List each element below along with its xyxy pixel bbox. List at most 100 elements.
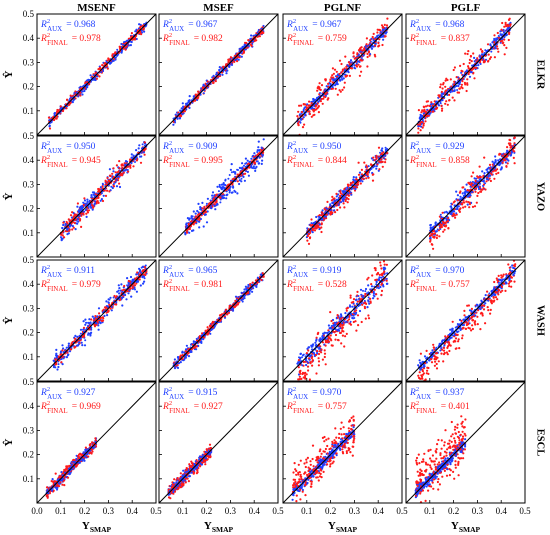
point-aux bbox=[79, 332, 82, 335]
point-final bbox=[481, 50, 484, 53]
point-aux bbox=[494, 45, 497, 49]
point-aux bbox=[102, 183, 104, 186]
point-aux bbox=[228, 191, 231, 194]
point-final bbox=[61, 349, 64, 352]
point-aux bbox=[134, 288, 136, 291]
r2-aux-label: R2 AUX = 0.967 bbox=[162, 18, 218, 33]
point-aux bbox=[127, 284, 130, 286]
point-final bbox=[453, 66, 456, 69]
point-aux bbox=[109, 296, 112, 299]
point-aux bbox=[226, 69, 229, 72]
point-final bbox=[130, 31, 133, 35]
point-final bbox=[342, 202, 345, 205]
point-final bbox=[468, 182, 471, 185]
point-final bbox=[106, 67, 109, 70]
point-aux bbox=[176, 117, 179, 120]
point-aux bbox=[93, 317, 96, 320]
point-aux bbox=[76, 335, 79, 338]
point-aux bbox=[212, 74, 215, 77]
point-final bbox=[300, 104, 303, 107]
point-aux bbox=[484, 58, 488, 61]
point-aux bbox=[484, 182, 487, 185]
point-final bbox=[460, 85, 463, 89]
point-aux bbox=[335, 195, 338, 198]
r2-final-label: R2 FINAL = 0.982 bbox=[162, 32, 223, 47]
point-aux bbox=[77, 220, 80, 223]
point-aux bbox=[317, 95, 320, 98]
point-final bbox=[460, 83, 463, 86]
point-aux bbox=[79, 85, 82, 88]
point-aux bbox=[89, 203, 92, 206]
point-aux bbox=[120, 42, 123, 46]
point-final bbox=[420, 111, 423, 114]
point-final bbox=[111, 172, 114, 175]
point-aux bbox=[443, 211, 446, 214]
point-aux bbox=[469, 185, 472, 188]
point-aux bbox=[223, 194, 226, 197]
point-final bbox=[344, 75, 347, 78]
point-aux bbox=[437, 103, 440, 105]
point-aux bbox=[321, 218, 324, 221]
point-final bbox=[47, 116, 51, 119]
point-aux bbox=[435, 230, 438, 233]
point-aux bbox=[182, 105, 185, 108]
point-aux bbox=[76, 217, 79, 220]
point-final bbox=[467, 72, 470, 76]
point-final bbox=[194, 221, 197, 224]
point-aux bbox=[258, 156, 261, 159]
point-final bbox=[340, 71, 343, 74]
point-final bbox=[115, 303, 118, 306]
point-final bbox=[69, 214, 73, 217]
point-final bbox=[94, 71, 97, 74]
point-aux bbox=[349, 191, 352, 194]
point-final bbox=[453, 80, 456, 83]
point-final bbox=[460, 69, 463, 72]
point-final bbox=[498, 152, 501, 155]
point-aux bbox=[107, 305, 110, 308]
point-aux bbox=[121, 290, 124, 293]
point-aux bbox=[100, 192, 103, 195]
point-aux bbox=[65, 346, 68, 349]
point-aux bbox=[89, 74, 92, 77]
point-final bbox=[381, 160, 384, 163]
point-final bbox=[496, 45, 499, 48]
point-final bbox=[260, 148, 263, 151]
point-aux bbox=[109, 178, 112, 181]
point-aux bbox=[83, 89, 86, 93]
point-aux bbox=[74, 228, 77, 231]
point-aux bbox=[229, 185, 232, 188]
point-aux bbox=[364, 45, 367, 48]
point-final bbox=[440, 104, 443, 107]
point-final bbox=[447, 227, 450, 230]
point-final bbox=[497, 171, 500, 174]
point-aux bbox=[87, 79, 90, 82]
point-final bbox=[197, 90, 200, 93]
point-aux bbox=[122, 43, 125, 46]
point-aux bbox=[73, 98, 76, 101]
point-aux bbox=[246, 170, 249, 173]
point-aux bbox=[215, 71, 218, 74]
point-final bbox=[120, 174, 124, 177]
point-final bbox=[472, 52, 475, 55]
point-final bbox=[491, 170, 494, 173]
point-final bbox=[327, 82, 330, 85]
point-aux bbox=[494, 159, 497, 162]
point-final bbox=[308, 237, 311, 240]
point-aux bbox=[253, 152, 256, 155]
point-final bbox=[327, 85, 330, 89]
point-final bbox=[320, 84, 324, 87]
point-aux bbox=[110, 309, 113, 312]
point-aux bbox=[142, 282, 145, 285]
point-aux bbox=[473, 177, 476, 180]
point-final bbox=[453, 99, 456, 102]
point-final bbox=[462, 62, 465, 66]
point-final bbox=[97, 190, 100, 193]
point-aux bbox=[186, 217, 189, 220]
point-aux bbox=[203, 84, 206, 87]
one-to-one-line bbox=[36, 135, 157, 258]
point-aux bbox=[501, 33, 504, 36]
point-aux bbox=[466, 203, 469, 206]
point-final bbox=[114, 171, 117, 174]
point-aux bbox=[471, 64, 474, 67]
point-final bbox=[79, 218, 82, 221]
